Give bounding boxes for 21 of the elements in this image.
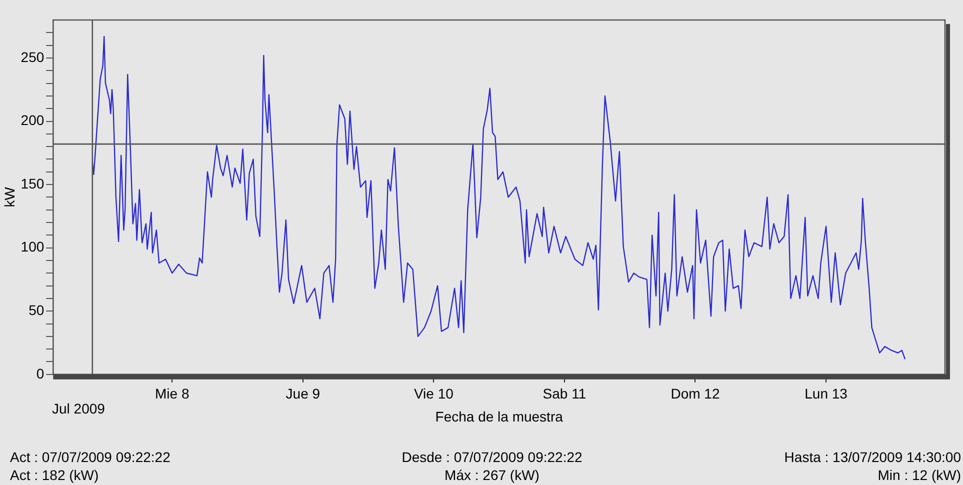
text: Hasta : 13/07/2009 14:30:00 xyxy=(784,449,961,465)
y-tick-label: 0 xyxy=(36,365,44,382)
y-axis-title: kW xyxy=(1,186,18,208)
text: Act : 182 (kW) xyxy=(10,467,99,483)
x-tick-label: Sab 11 xyxy=(542,386,586,402)
text: Máx : 267 (kW) xyxy=(444,467,540,483)
text: Min : 12 (kW) xyxy=(878,467,961,483)
x-tick-label: Vie 10 xyxy=(414,386,454,402)
x-tick-label: Jue 9 xyxy=(286,386,320,402)
y-tick-label: 150 xyxy=(20,175,44,192)
x-tick-label: Mie 8 xyxy=(155,386,190,402)
x-axis-title: Fecha de la muestra xyxy=(435,408,564,424)
y-tick-label: 200 xyxy=(20,112,44,128)
text: Act : 07/07/2009 09:22:22 xyxy=(10,449,170,465)
y-tick-label: 100 xyxy=(20,238,44,255)
x-tick-label: Dom 12 xyxy=(670,386,720,402)
x-tick-label: Lun 13 xyxy=(804,386,848,402)
text: Jul 2009 xyxy=(52,400,106,416)
text: Desde : 07/07/2009 09:22:22 xyxy=(402,449,582,465)
y-tick-label: 250 xyxy=(20,48,44,65)
y-tick-label: 50 xyxy=(28,302,44,318)
